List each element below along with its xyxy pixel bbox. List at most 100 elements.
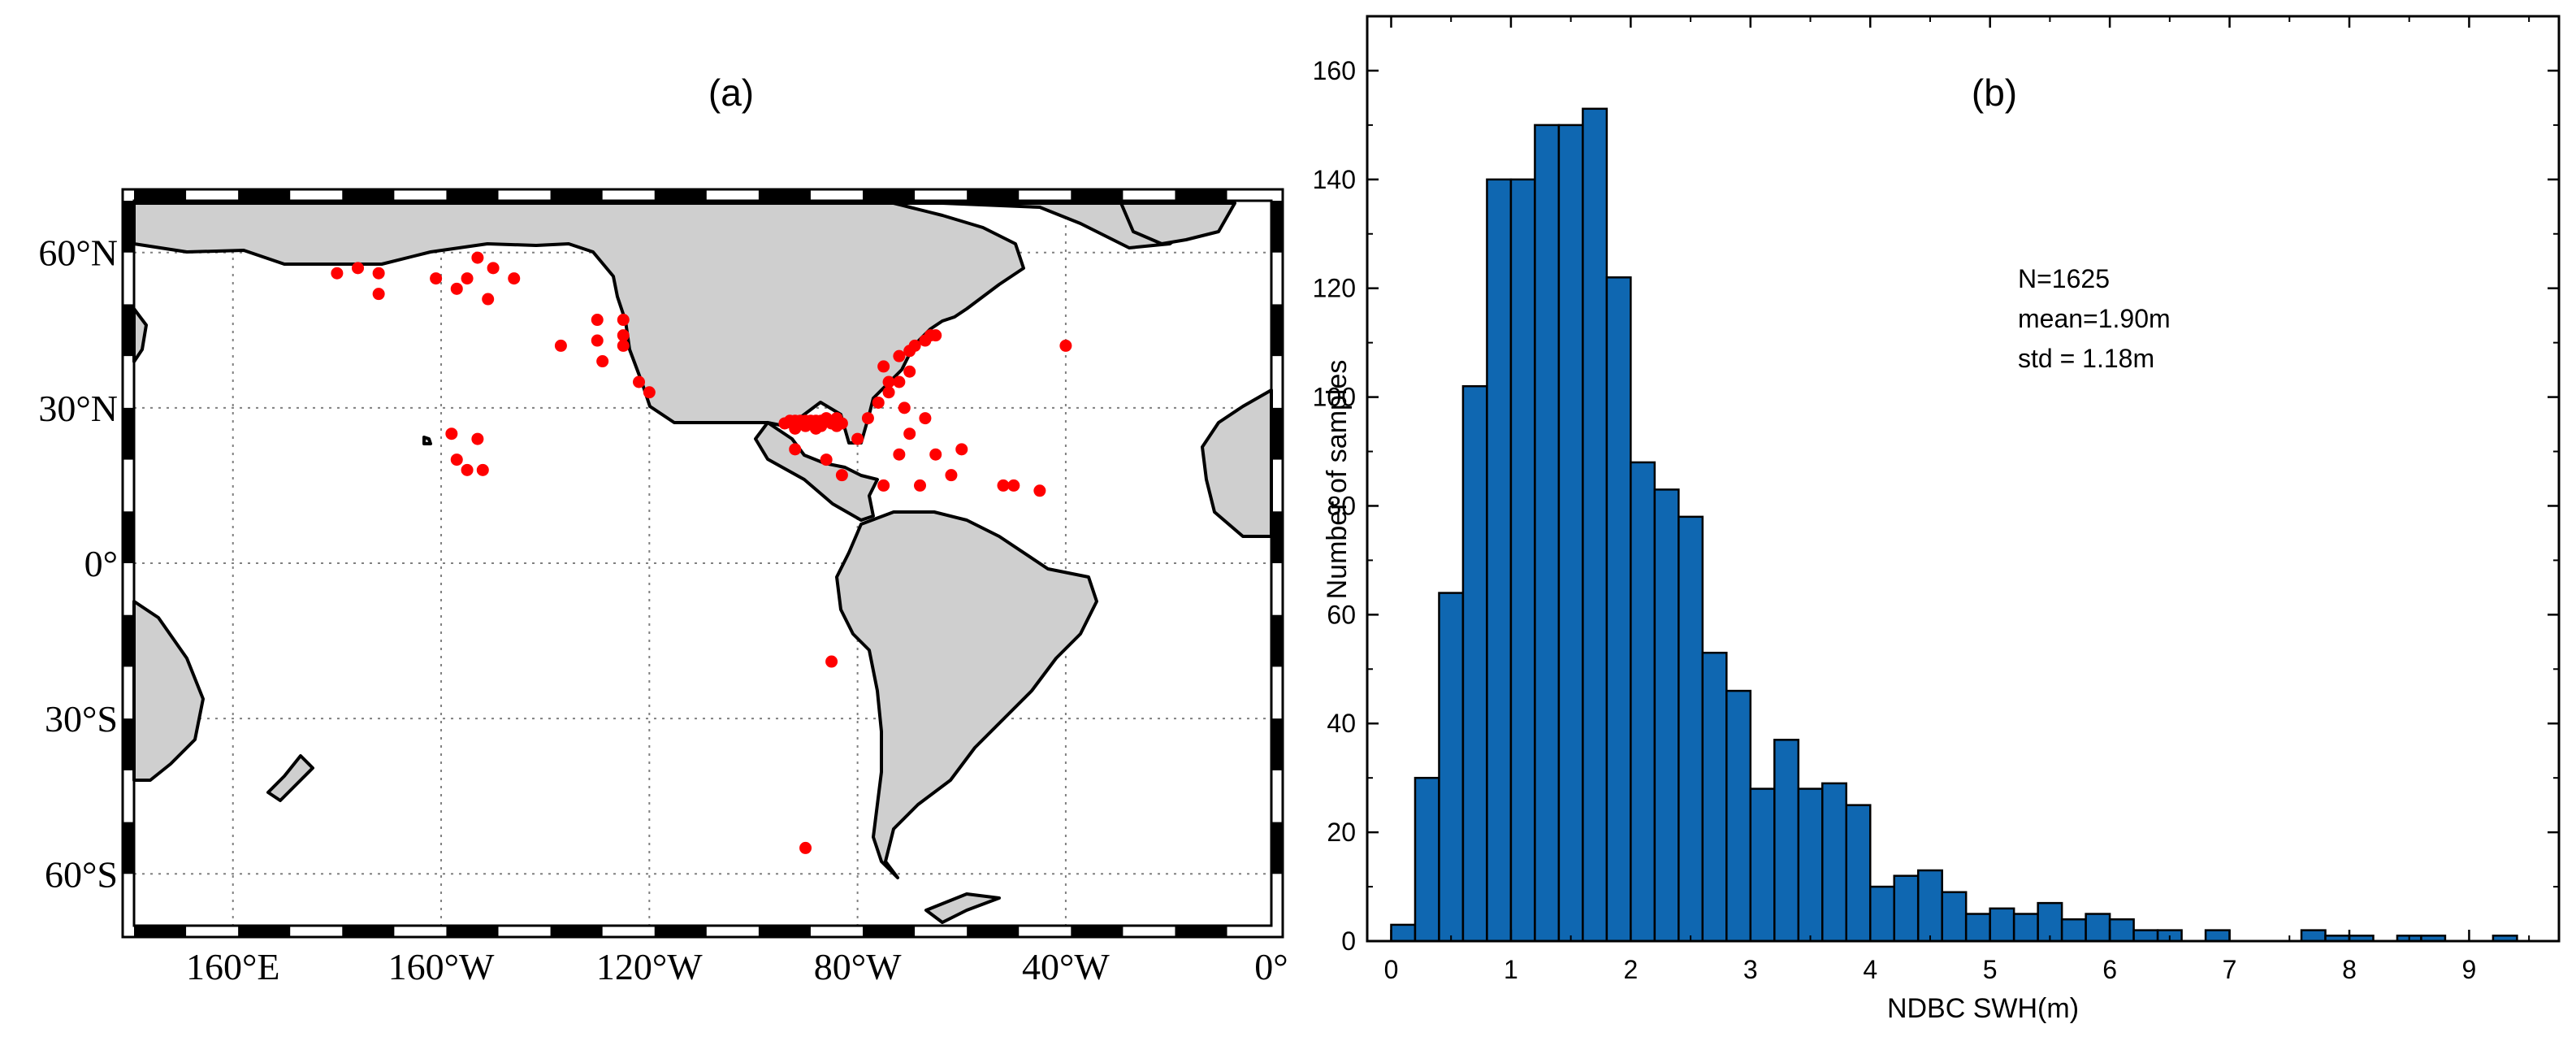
buoy-point [617, 314, 630, 327]
y-tick-label: 60 [1327, 600, 1356, 629]
buoy-point [633, 375, 646, 388]
latitude-label: 0° [84, 543, 118, 584]
histogram-bar [1461, 384, 1488, 943]
latitude-labels: 60°N 30°N 0° 30°S 60°S [38, 232, 118, 896]
histogram-bar [1701, 651, 1728, 943]
buoy-point [929, 329, 942, 342]
buoy-point [893, 349, 906, 362]
histogram-bar [1486, 178, 1513, 943]
buoy-point [945, 469, 958, 482]
buoy-point [461, 463, 474, 476]
buoy-points [331, 251, 1072, 854]
longitude-label: 160°E [186, 946, 280, 987]
buoy-point [815, 419, 828, 432]
latitude-label: 30°S [45, 698, 118, 740]
buoy-point [955, 443, 968, 456]
buoy-point [893, 448, 906, 461]
x-tick-label: 2 [1623, 955, 1638, 984]
histogram-bar [1773, 739, 1800, 943]
frame-segment [1271, 201, 1283, 253]
buoy-point [882, 386, 895, 399]
buoy-point [372, 288, 385, 301]
x-tick-label: 0 [1384, 955, 1399, 984]
frame-segment [123, 407, 134, 460]
histogram-bar [1557, 124, 1584, 943]
buoy-point [919, 412, 932, 425]
histogram-bar [2060, 918, 2087, 943]
stat-mean: mean=1.90m [2018, 304, 2171, 333]
plot-frame [1366, 15, 2561, 943]
frame-segment [863, 926, 916, 937]
y-tick-label: 0 [1341, 926, 1356, 956]
panel-b-label: (b) [1972, 72, 2017, 114]
map-landmasses [132, 202, 1273, 924]
frame-segment [1271, 822, 1283, 874]
longitude-label: 160°W [388, 946, 495, 987]
buoy-point [591, 334, 604, 347]
buoy-point [430, 272, 443, 285]
buoy-point [617, 329, 630, 342]
histogram-bar [1630, 461, 1656, 943]
y-tick-label: 160 [1313, 56, 1356, 85]
frame-segment [550, 189, 603, 201]
histogram-panel: 0 1 2 3 4 5 6 7 8 9 0 20 40 60 80 100 120 140 160 (b) N=16… [1313, 15, 2561, 1024]
frame-segment [758, 926, 811, 937]
histogram-bar [1749, 788, 1776, 943]
buoy-point [445, 427, 458, 440]
frame-segment [1271, 304, 1283, 357]
buoy-point [903, 427, 916, 440]
histogram-bar [1605, 276, 1632, 943]
buoy-point [482, 293, 495, 306]
buoy-point [508, 272, 521, 285]
buoy-point [877, 479, 890, 492]
buoy-point [861, 412, 874, 425]
frame-segment [123, 614, 134, 667]
x-tick-label: 4 [1863, 955, 1877, 984]
buoy-point [789, 443, 802, 456]
buoy-point [1033, 484, 1046, 497]
buoy-point [835, 417, 848, 430]
frame-segment [1071, 926, 1123, 937]
buoy-point [799, 841, 812, 854]
latitude-label: 60°S [45, 853, 118, 895]
buoy-point [591, 314, 604, 327]
buoy-point [450, 453, 463, 466]
buoy-point [908, 339, 921, 352]
histogram-axes: 0 1 2 3 4 5 6 7 8 9 0 20 40 60 80 100 120 140 160 [1313, 15, 2561, 984]
longitude-label: 40°W [1022, 946, 1110, 987]
frame-segment [446, 189, 499, 201]
longitude-labels: 160°E 160°W 120°W 80°W 40°W 0° [186, 946, 1288, 987]
frame-segment [123, 822, 134, 874]
frame-segment [967, 189, 1020, 201]
buoy-point [872, 396, 885, 409]
histogram-bar [1509, 178, 1536, 943]
buoy-point [778, 417, 791, 430]
buoy-point [331, 267, 344, 280]
frame-segment [1271, 511, 1283, 563]
frame-segment [238, 926, 291, 937]
frame-segment [123, 511, 134, 563]
frame-segment [1071, 189, 1123, 201]
x-tick-label: 8 [2342, 955, 2357, 984]
longitude-label: 80°W [814, 946, 902, 987]
buoy-point [450, 282, 463, 295]
longitude-label: 120°W [596, 946, 703, 987]
latitude-label: 30°N [38, 388, 118, 429]
frame-segment [134, 926, 187, 937]
buoy-point [825, 655, 838, 668]
histogram-bar [2037, 901, 2063, 943]
buoy-point [929, 448, 942, 461]
australia-land [132, 600, 205, 782]
y-tick-label: 20 [1327, 818, 1356, 847]
map-panel: (a) 60°N 30°N 0° 30°S 60°S 160°E 160°W 120°W 80… [38, 72, 1288, 987]
frame-segment [342, 189, 395, 201]
frame-segment [1271, 718, 1283, 770]
histogram-bar [2012, 913, 2039, 943]
new-zealand-land [266, 754, 314, 802]
histogram-bar [1821, 782, 1847, 943]
histogram-bar [1989, 907, 2015, 943]
histogram-bar [1438, 592, 1465, 943]
buoy-point [487, 262, 500, 275]
x-tick-label: 3 [1743, 955, 1758, 984]
histogram-bar [2300, 929, 2327, 943]
